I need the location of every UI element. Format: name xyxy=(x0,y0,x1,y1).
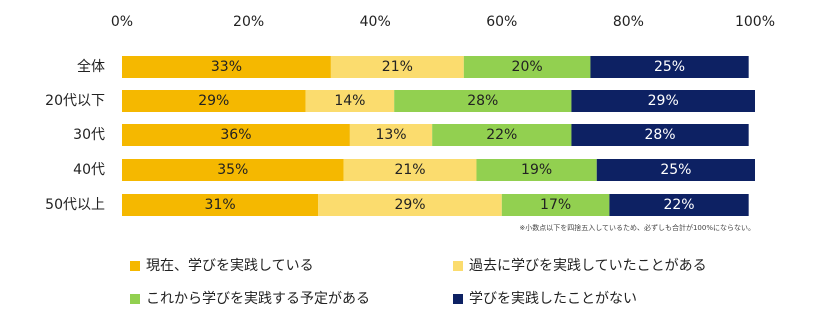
legend-swatch xyxy=(130,261,140,271)
bar-segment xyxy=(305,90,395,112)
legend-swatch xyxy=(453,261,463,271)
legend-label: 現在、学びを実践している xyxy=(146,258,314,274)
bar-segment xyxy=(349,124,433,146)
data-label: 17% xyxy=(540,197,571,213)
data-label: 25% xyxy=(654,59,685,75)
data-label: 21% xyxy=(382,59,413,75)
y-tick-label: 40代 xyxy=(73,162,105,178)
x-tick-label: 40% xyxy=(360,14,391,30)
data-label: 13% xyxy=(375,127,406,143)
data-label: 22% xyxy=(486,127,517,143)
bar-segment xyxy=(122,124,350,146)
data-label: 33% xyxy=(211,59,242,75)
bar-segment xyxy=(122,90,306,112)
legend-swatch xyxy=(130,294,140,304)
data-label: 29% xyxy=(648,93,679,109)
data-label: 35% xyxy=(217,162,248,178)
bar-segment xyxy=(571,90,755,112)
bar-segment xyxy=(318,194,502,216)
y-tick-label: 50代以上 xyxy=(45,197,105,213)
bar-segment xyxy=(122,194,319,216)
legend-swatch xyxy=(453,294,463,304)
data-label: 31% xyxy=(205,197,236,213)
x-tick-label: 20% xyxy=(233,14,264,30)
data-label: 20% xyxy=(512,59,543,75)
data-label: 22% xyxy=(663,197,694,213)
data-label: 19% xyxy=(521,162,552,178)
legend-label: これから学びを実践する予定がある xyxy=(146,291,370,307)
bar-segment xyxy=(609,194,749,216)
x-tick-label: 0% xyxy=(111,14,133,30)
bar-segment xyxy=(330,56,464,78)
data-label: 36% xyxy=(220,127,251,143)
bar-segment xyxy=(394,90,572,112)
x-tick-label: 60% xyxy=(486,14,517,30)
bar-segment xyxy=(590,56,749,78)
bar-segment xyxy=(122,159,344,181)
legend-label: 学びを実践したことがない xyxy=(469,291,637,307)
data-label: 28% xyxy=(644,127,675,143)
data-label: 25% xyxy=(660,162,691,178)
bar-segment xyxy=(571,124,749,146)
bar-segment xyxy=(432,124,572,146)
bar-segment xyxy=(476,159,597,181)
legend-label: 過去に学びを実践していたことがある xyxy=(469,258,707,274)
bar-segment xyxy=(501,194,610,216)
bar-segment xyxy=(343,159,477,181)
x-tick-label: 80% xyxy=(613,14,644,30)
bar-segment xyxy=(463,56,591,78)
data-label: 29% xyxy=(198,93,229,109)
bar-segment xyxy=(596,159,755,181)
y-tick-label: 全体 xyxy=(77,58,105,75)
data-label: 21% xyxy=(394,162,425,178)
y-tick-label: 20代以下 xyxy=(45,93,105,109)
data-label: 14% xyxy=(334,93,365,109)
bar-segment xyxy=(122,56,331,78)
footnote: ※小数点以下を四捨五入しているため、必ずしも合計が100%にならない。 xyxy=(519,223,755,232)
data-label: 29% xyxy=(394,197,425,213)
y-tick-label: 30代 xyxy=(73,127,105,143)
data-label: 28% xyxy=(467,93,498,109)
x-tick-label: 100% xyxy=(735,14,775,30)
